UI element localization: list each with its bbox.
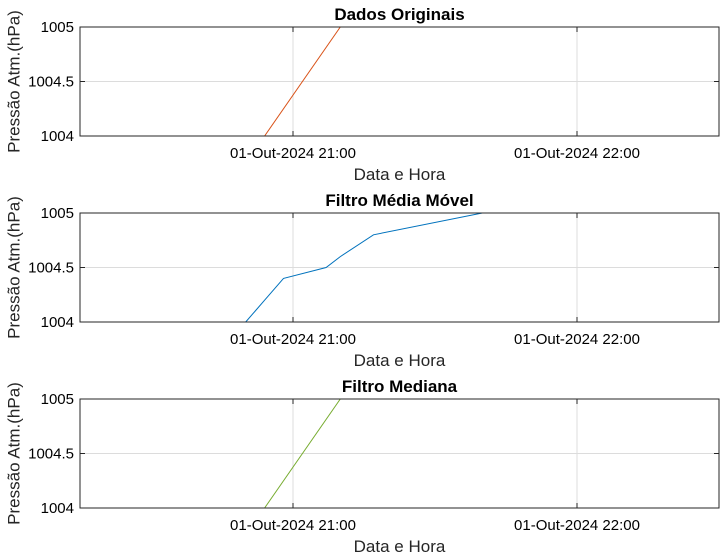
x-tick-label: 01-Out-2024 21:00 bbox=[230, 145, 356, 162]
chart-2: 01-Out-2024 21:00 01-Out-2024 22:00 1004 10… bbox=[4, 191, 720, 370]
x-axis-label: Data e Hora bbox=[354, 351, 446, 370]
y-tick-label: 1004 bbox=[41, 500, 74, 517]
y-tick-label: 1005 bbox=[41, 205, 74, 222]
x-tick-label: 01-Out-2024 21:00 bbox=[230, 331, 356, 348]
y-tick-label: 1004.5 bbox=[28, 260, 74, 277]
chart-title: Filtro Mediana bbox=[342, 377, 458, 396]
y-tick-label: 1004.5 bbox=[28, 74, 74, 91]
chart-title: Filtro Média Móvel bbox=[325, 191, 473, 210]
y-tick-label: 1005 bbox=[41, 19, 74, 36]
chart-title: Dados Originais bbox=[334, 5, 464, 24]
y-axis-label: Pressão Atm.(hPa) bbox=[4, 10, 23, 153]
x-axis-label: Data e Hora bbox=[354, 165, 446, 184]
y-tick-label: 1005 bbox=[41, 391, 74, 408]
y-axis-label: Pressão Atm.(hPa) bbox=[4, 382, 23, 525]
y-tick-label: 1004 bbox=[41, 128, 74, 145]
x-tick-label: 01-Out-2024 22:00 bbox=[514, 517, 640, 534]
chart-3: 01-Out-2024 21:00 01-Out-2024 22:00 1004 10… bbox=[4, 377, 720, 554]
x-axis-label: Data e Hora bbox=[354, 537, 446, 554]
y-tick-label: 1004 bbox=[41, 314, 74, 331]
x-tick-label: 01-Out-2024 21:00 bbox=[230, 517, 356, 534]
x-tick-label: 01-Out-2024 22:00 bbox=[514, 145, 640, 162]
y-axis-label: Pressão Atm.(hPa) bbox=[4, 196, 23, 339]
y-tick-label: 1004.5 bbox=[28, 446, 74, 463]
x-tick-label: 01-Out-2024 22:00 bbox=[514, 331, 640, 348]
chart-1: 01-Out-2024 21:00 01-Out-2024 22:00 1004 10… bbox=[4, 5, 720, 184]
